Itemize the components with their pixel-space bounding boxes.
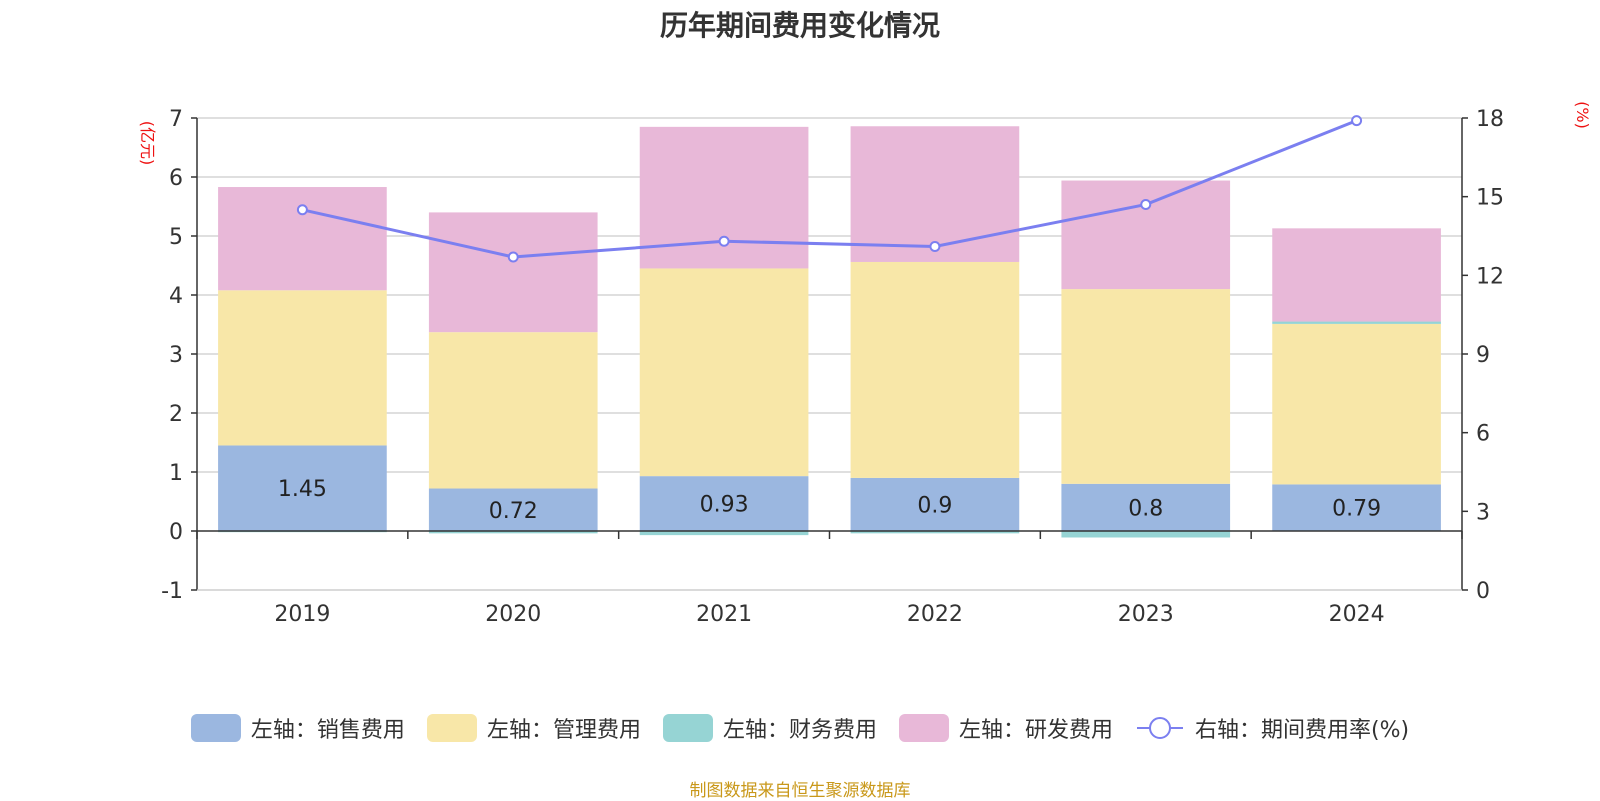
rate-point-2020 bbox=[507, 251, 519, 263]
bar-rnd-2024 bbox=[1272, 228, 1441, 322]
chart-title: 历年期间费用变化情况 bbox=[659, 9, 940, 42]
right-axis-tick-label: 3 bbox=[1476, 500, 1490, 525]
right-axis-tick-label: 15 bbox=[1476, 186, 1504, 211]
left-axis-tick-label: 3 bbox=[169, 343, 183, 368]
legend-label-admin: 左轴：管理费用 bbox=[486, 718, 641, 743]
rate-point-2022 bbox=[929, 240, 941, 252]
left-axis-unit-label: (亿元) bbox=[138, 121, 157, 166]
data-labels: 1.45 0.72 0.93 0.9 0.8 0.79 bbox=[278, 477, 1381, 524]
bar-finance-2024 bbox=[1272, 321, 1441, 324]
rate-line bbox=[302, 119, 1358, 259]
bar-rnd-2019 bbox=[218, 187, 387, 291]
right-axis-tick-label: 9 bbox=[1476, 343, 1490, 368]
bar-sales-2019 bbox=[218, 445, 387, 531]
x-axis-label: 2020 bbox=[485, 602, 541, 627]
left-axis-tick-label: 5 bbox=[169, 225, 183, 250]
bar-admin-2024 bbox=[1272, 323, 1441, 485]
legend-label-finance: 左轴：财务费用 bbox=[722, 718, 877, 743]
legend-label-sales: 左轴：销售费用 bbox=[250, 718, 405, 743]
legend-swatch-sales bbox=[190, 714, 241, 742]
left-axis-tick-label: 6 bbox=[169, 166, 183, 191]
data-label-sales: 0.93 bbox=[700, 493, 749, 518]
bar-finance-2022 bbox=[850, 531, 1020, 534]
right-axis-tick-label: 12 bbox=[1476, 264, 1504, 289]
bar-layer bbox=[218, 126, 1441, 538]
legend-label-rate: 右轴：期间费用率(%) bbox=[1194, 718, 1410, 743]
rate-point-2024 bbox=[1351, 115, 1363, 127]
right-axis-tick-label: 0 bbox=[1476, 579, 1490, 604]
rate-point-2019 bbox=[296, 204, 308, 216]
x-axis-label: 2019 bbox=[274, 602, 330, 627]
legend-swatch-admin bbox=[426, 714, 477, 742]
bar-admin-2022 bbox=[850, 261, 1020, 478]
data-label-sales: 0.72 bbox=[489, 499, 538, 524]
data-label-sales: 0.8 bbox=[1128, 496, 1163, 521]
x-axis-label: 2024 bbox=[1329, 602, 1385, 627]
rate-point-2023 bbox=[1140, 199, 1152, 211]
left-axis-tick-label: -1 bbox=[161, 579, 183, 604]
legend-swatch-rnd bbox=[898, 714, 949, 742]
left-axis-tick-label: 7 bbox=[169, 107, 183, 132]
bar-sales-2021 bbox=[639, 476, 809, 531]
bar-finance-2021 bbox=[639, 531, 809, 536]
rate-point-2021 bbox=[718, 235, 730, 247]
left-axis-tick-label: 1 bbox=[169, 461, 183, 486]
left-axis-tick-label: 2 bbox=[169, 402, 183, 427]
legend-item-admin[interactable]: 左轴：管理费用 bbox=[426, 712, 641, 744]
bar-sales-2022 bbox=[850, 477, 1020, 531]
bar-finance-2023 bbox=[1061, 531, 1231, 538]
bar-finance-2020 bbox=[428, 531, 598, 534]
bar-admin-2021 bbox=[639, 268, 809, 477]
data-label-sales: 0.79 bbox=[1332, 497, 1381, 522]
legend: 左轴：销售费用 左轴：管理费用 左轴：财务费用 左轴：研发费用 右轴：期间费用率… bbox=[0, 712, 1600, 744]
legend-item-rnd[interactable]: 左轴：研发费用 bbox=[898, 712, 1113, 744]
left-axis-tick-label: 4 bbox=[169, 284, 183, 309]
data-label-sales: 1.45 bbox=[278, 477, 327, 502]
legend-line-icon bbox=[1136, 717, 1183, 739]
bar-sales-2023 bbox=[1061, 483, 1231, 531]
rate-line-layer bbox=[296, 115, 1363, 263]
bar-rnd-2021 bbox=[639, 126, 809, 269]
legend-item-sales[interactable]: 左轴：销售费用 bbox=[190, 712, 405, 744]
bar-rnd-2023 bbox=[1061, 180, 1231, 290]
bar-admin-2019 bbox=[218, 290, 387, 446]
bar-admin-2020 bbox=[428, 332, 598, 489]
right-axis-unit-label: (%) bbox=[1573, 101, 1592, 129]
bar-rnd-2022 bbox=[850, 126, 1020, 262]
x-axis-label: 2022 bbox=[907, 602, 963, 627]
bar-sales-2020 bbox=[428, 488, 598, 531]
right-axis-tick-label: 6 bbox=[1476, 422, 1490, 447]
legend-item-rate[interactable]: 右轴：期间费用率(%) bbox=[1135, 712, 1409, 744]
x-axis-label: 2023 bbox=[1118, 602, 1174, 627]
data-label-sales: 0.9 bbox=[917, 493, 952, 518]
bar-rnd-2020 bbox=[428, 212, 598, 333]
legend-item-finance[interactable]: 左轴：财务费用 bbox=[662, 712, 877, 744]
source-note: 制图数据来自恒生聚源数据库 bbox=[689, 781, 911, 801]
bar-sales-2024 bbox=[1272, 484, 1441, 531]
x-axis-label: 2021 bbox=[696, 602, 752, 627]
left-axis-tick-label: 0 bbox=[169, 520, 183, 545]
legend-label-rnd: 左轴：研发费用 bbox=[958, 718, 1113, 743]
legend-swatch-finance bbox=[662, 714, 713, 742]
bar-admin-2023 bbox=[1061, 289, 1231, 484]
right-axis-tick-label: 18 bbox=[1476, 107, 1504, 132]
